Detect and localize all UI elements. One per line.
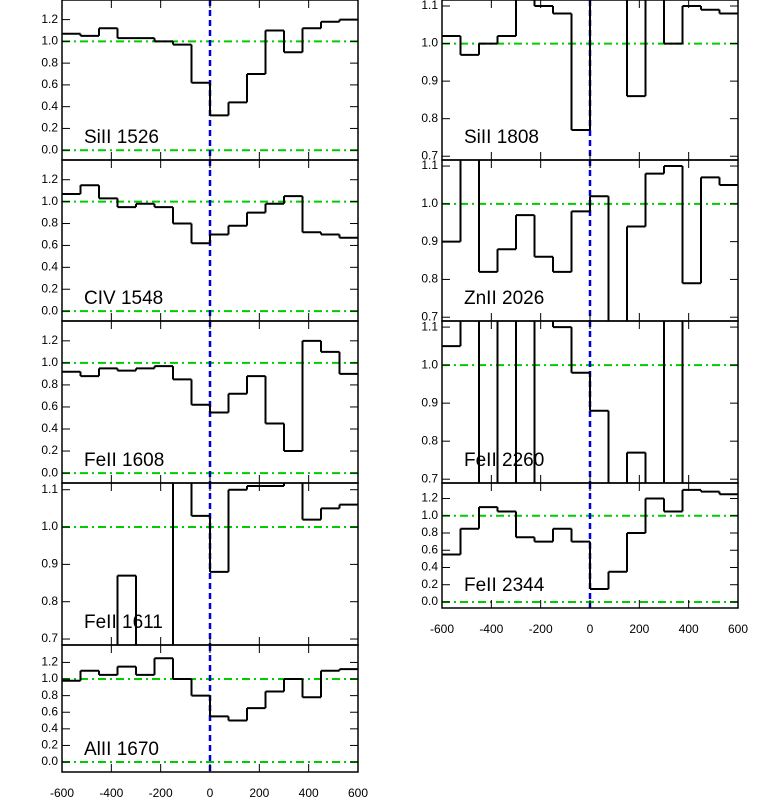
panel-label: FeII 2344 [464, 575, 545, 596]
y-tick-label: 0.2 [41, 443, 58, 457]
panel-label: FeII 2260 [464, 450, 544, 471]
y-tick-label: 0.4 [41, 99, 58, 113]
y-tick-label: 0.6 [41, 238, 58, 252]
y-tick-label: 1.0 [41, 355, 58, 369]
x-tick-label: -600 [50, 786, 74, 800]
y-tick-label: 1.2 [41, 333, 58, 347]
x-tick-label: 200 [249, 786, 269, 800]
y-tick-label: 1.2 [421, 491, 438, 505]
y-tick-label: 0.6 [41, 77, 58, 91]
panel-label: CIV 1548 [84, 288, 163, 309]
panel-label: FeII 1611 [84, 612, 163, 633]
y-tick-label: 0.8 [41, 55, 58, 69]
x-tick-label: 200 [629, 622, 649, 636]
x-tick-label: 600 [728, 622, 748, 636]
panel-label: FeII 1608 [84, 450, 164, 471]
panel [442, 160, 738, 321]
x-tick-label: -200 [149, 786, 173, 800]
y-tick-label: 0.6 [421, 542, 438, 556]
panel-label: ZnII 2026 [464, 288, 544, 309]
y-tick-label: 1.0 [41, 519, 58, 533]
x-tick-label: -600 [430, 622, 454, 636]
y-tick-label: 0.8 [421, 272, 438, 286]
y-tick-label: 0.8 [421, 525, 438, 539]
y-tick-label: 1.0 [41, 194, 58, 208]
x-tick-label: 400 [299, 786, 319, 800]
y-tick-label: 0.4 [421, 560, 438, 574]
y-tick-label: 1.0 [41, 671, 58, 685]
y-tick-label: 0.0 [41, 142, 58, 156]
y-tick-label: 1.1 [421, 0, 438, 12]
panel [62, 321, 358, 483]
y-tick-label: 1.0 [421, 196, 438, 210]
y-tick-label: 0.4 [41, 421, 58, 435]
y-tick-label: 1.0 [421, 357, 438, 371]
y-tick-label: 0.4 [41, 721, 58, 735]
y-tick-label: 0.7 [421, 148, 438, 162]
panel [62, 160, 358, 321]
y-tick-label: 0.2 [421, 577, 438, 591]
y-tick-label: 0.7 [41, 631, 58, 645]
y-tick-label: 0.0 [421, 594, 438, 608]
y-tick-label: 0.8 [421, 111, 438, 125]
panel [442, 0, 738, 160]
y-tick-label: 0.6 [41, 704, 58, 718]
y-tick-label: 0.2 [41, 738, 58, 752]
y-tick-label: 0.2 [41, 281, 58, 295]
panel-label: SiII 1808 [464, 127, 539, 148]
x-tick-label: -400 [479, 622, 503, 636]
y-tick-label: 0.9 [421, 395, 438, 409]
y-tick-label: 0.8 [41, 688, 58, 702]
y-tick-label: 1.0 [41, 34, 58, 48]
y-tick-label: 1.1 [421, 319, 438, 333]
y-tick-label: 0.6 [41, 399, 58, 413]
panel [62, 645, 358, 772]
y-tick-label: 0.2 [41, 121, 58, 135]
y-tick-label: 0.0 [41, 465, 58, 479]
panel [442, 321, 738, 483]
panel-label: SiII 1526 [84, 127, 159, 148]
y-tick-label: 0.8 [421, 433, 438, 447]
panel [62, 483, 358, 645]
y-tick-label: 0.7 [421, 309, 438, 323]
y-tick-label: 1.2 [41, 172, 58, 186]
y-tick-label: 0.0 [41, 754, 58, 768]
y-tick-label: 1.2 [41, 655, 58, 669]
x-tick-label: 0 [587, 622, 594, 636]
y-tick-label: 0.9 [421, 73, 438, 87]
y-tick-label: 0.8 [41, 377, 58, 391]
panel-label: AlII 1670 [84, 739, 159, 760]
y-tick-label: 0.0 [41, 303, 58, 317]
y-tick-label: 1.2 [41, 12, 58, 26]
y-tick-label: 0.8 [41, 594, 58, 608]
x-tick-label: -200 [529, 622, 553, 636]
x-tick-label: -400 [99, 786, 123, 800]
y-tick-label: 1.1 [41, 482, 58, 496]
x-tick-label: 600 [348, 786, 368, 800]
y-tick-label: 0.9 [421, 234, 438, 248]
y-tick-label: 0.9 [41, 557, 58, 571]
x-tick-label: 400 [679, 622, 699, 636]
y-tick-label: 1.0 [421, 508, 438, 522]
y-tick-label: 0.8 [41, 216, 58, 230]
y-tick-label: 1.1 [421, 158, 438, 172]
y-tick-label: 0.7 [421, 471, 438, 485]
panel [62, 0, 358, 160]
x-tick-label: 0 [207, 786, 214, 800]
y-tick-label: 1.0 [421, 36, 438, 50]
y-tick-label: 0.4 [41, 260, 58, 274]
